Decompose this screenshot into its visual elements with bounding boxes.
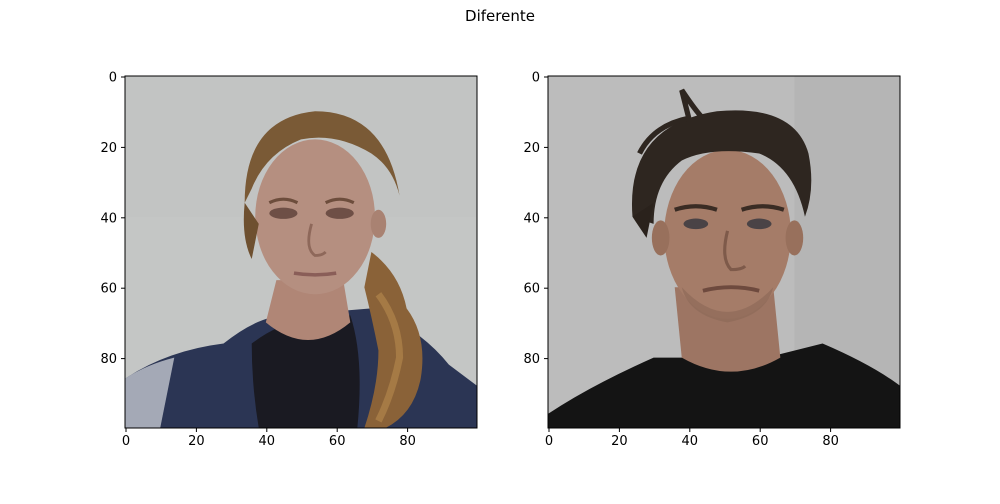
figure-suptitle: Diferente <box>465 7 535 25</box>
photo-woman-face <box>125 76 477 428</box>
y-tick-label-right-1: 20 <box>523 141 540 156</box>
y-tick-label-left-4: 80 <box>100 352 117 367</box>
panel-right <box>547 75 901 429</box>
x-tick-label-left-4: 80 <box>399 434 416 449</box>
x-tick-label-right-4: 80 <box>822 434 839 449</box>
y-tick-label-right-3: 60 <box>523 282 540 297</box>
y-tick-label-left-2: 40 <box>100 211 117 226</box>
x-tick-label-left-2: 40 <box>259 434 276 449</box>
x-tick-label-right-1: 20 <box>611 434 628 449</box>
ticks-layer: 0 20 40 60 80 0 20 40 60 80 0 20 40 60 80 0 20 40 60 80 <box>100 71 838 450</box>
x-tick-label-left-3: 60 <box>329 434 346 449</box>
y-tick-label-left-3: 60 <box>100 282 117 297</box>
y-tick-label-right-2: 40 <box>523 211 540 226</box>
y-tick-label-right-0: 0 <box>532 71 540 86</box>
y-tick-label-left-1: 20 <box>100 141 117 156</box>
x-tick-label-left-0: 0 <box>122 434 130 449</box>
panel-left <box>124 75 478 429</box>
x-tick-label-right-2: 40 <box>682 434 699 449</box>
y-tick-label-right-4: 80 <box>523 352 540 367</box>
x-tick-label-right-0: 0 <box>545 434 553 449</box>
y-tick-label-left-0: 0 <box>109 71 117 86</box>
photo-man-face <box>548 76 900 428</box>
x-tick-label-left-1: 20 <box>188 434 205 449</box>
x-tick-label-right-3: 60 <box>752 434 769 449</box>
